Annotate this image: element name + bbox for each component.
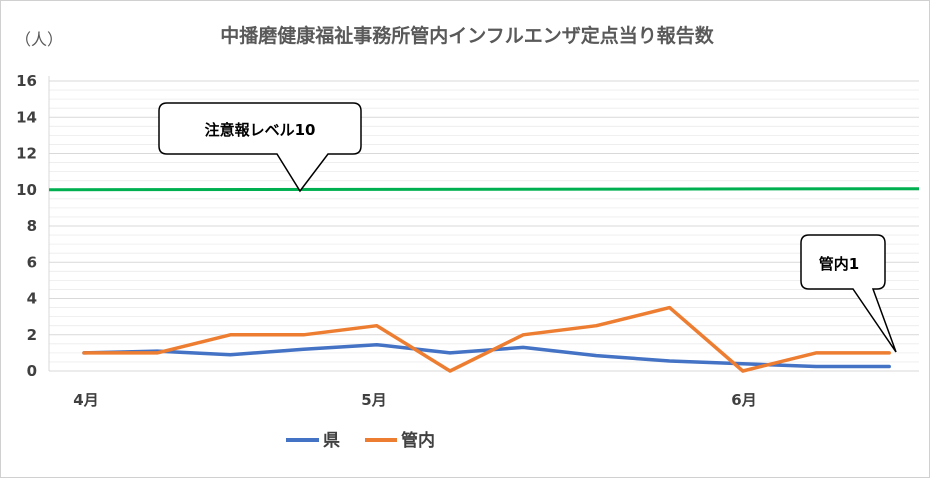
series-line-1 xyxy=(84,308,889,371)
y-tick-label: 16 xyxy=(16,72,37,90)
y-tick-label: 14 xyxy=(16,108,37,126)
y-tick-label: 4 xyxy=(27,290,37,308)
callout-alert-level-shape xyxy=(159,103,361,191)
legend-label-prefecture: 県 xyxy=(323,431,340,451)
callout-local-value-text: 管内1 xyxy=(819,255,859,273)
y-tick-label: 0 xyxy=(27,362,37,380)
x-tick-label: 6月 xyxy=(731,391,756,409)
callout-alert-level: 注意報レベル10 xyxy=(159,103,361,191)
y-tick-label: 6 xyxy=(27,253,37,271)
y-tick-label: 8 xyxy=(27,217,37,235)
chart-title: 中播磨健康福祉事務所管内インフルエンザ定点当り報告数 xyxy=(220,24,714,47)
y-axis-ticks: 0 2 4 6 8 10 12 14 16 xyxy=(16,72,37,380)
callout-alert-level-text: 注意報レベル10 xyxy=(205,121,316,139)
y-unit-label: （人） xyxy=(15,30,63,49)
y-tick-label: 2 xyxy=(27,326,37,344)
legend-label-local: 管内 xyxy=(401,430,435,451)
y-tick-label: 12 xyxy=(16,145,37,163)
alert-level-line xyxy=(49,189,919,190)
x-tick-label: 5月 xyxy=(361,391,386,409)
x-tick-label: 4月 xyxy=(73,391,98,409)
reference-line-layer xyxy=(49,189,919,190)
y-tick-label: 10 xyxy=(16,181,37,199)
x-axis-ticks: 4月 5月 6月 xyxy=(73,391,756,409)
legend: 県 管内 xyxy=(286,430,435,451)
